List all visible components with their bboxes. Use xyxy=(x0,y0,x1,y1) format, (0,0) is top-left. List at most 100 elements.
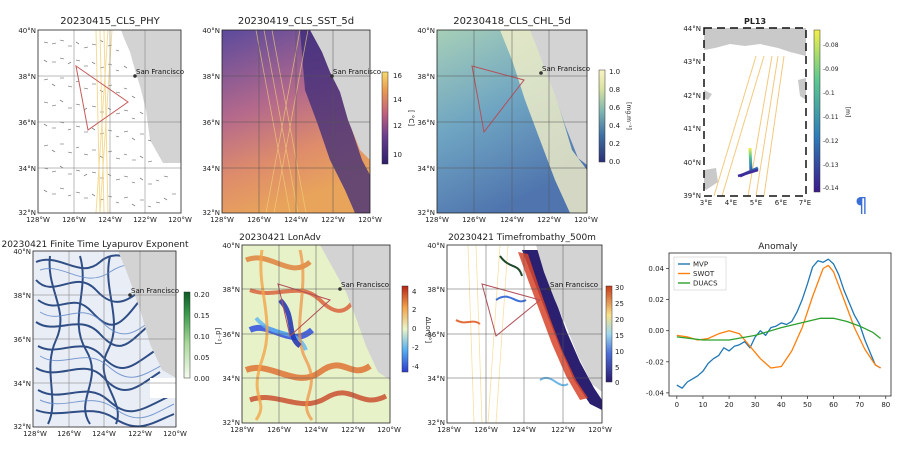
land-mask xyxy=(530,30,587,165)
lat-tick-labels: 40°N 38°N 36°N 34°N 32°N xyxy=(18,27,36,217)
svg-text:38°N: 38°N xyxy=(417,73,435,81)
svg-text:32°N: 32°N xyxy=(222,419,240,427)
svg-text:124°W: 124°W xyxy=(500,216,524,224)
colorbar xyxy=(598,69,606,163)
ftle-ridges xyxy=(35,254,175,428)
svg-text:126°W: 126°W xyxy=(247,216,271,224)
city-label: San Francisco xyxy=(550,281,598,289)
colorbar-ticks: 30 25 20 15 10 5 0 xyxy=(615,284,624,387)
island-sardinia xyxy=(704,168,718,190)
panel-title: 20230419_CLS_SST_5d xyxy=(238,16,354,27)
svg-text:122°W: 122°W xyxy=(537,216,561,224)
svg-text:-0.13: -0.13 xyxy=(823,162,839,169)
panel-title: 20230421 Timefrombathy_500m xyxy=(448,233,596,243)
svg-text:126°W: 126°W xyxy=(57,430,81,438)
svg-text:126°W: 126°W xyxy=(462,216,486,224)
city-label: San Francisco xyxy=(341,281,389,289)
svg-text:120°W: 120°W xyxy=(588,426,612,434)
svg-text:0.4: 0.4 xyxy=(609,122,621,130)
svg-text:124°W: 124°W xyxy=(92,430,116,438)
svg-text:15: 15 xyxy=(615,332,624,340)
lon-tick-labels: 128°W 126°W 124°W 122°W 120°W xyxy=(437,426,612,434)
svg-text:32°N: 32°N xyxy=(202,209,220,217)
series-line-mvp xyxy=(676,258,881,389)
lat-tick-labels: 40°N 38°N 36°N 34°N 32°N xyxy=(13,248,31,431)
svg-text:10: 10 xyxy=(393,151,402,159)
svg-text:34°N: 34°N xyxy=(18,165,36,173)
lon-tick-labels: 128°W 126°W 124°W 122°W 120°W xyxy=(26,216,192,224)
svg-text:122°W: 122°W xyxy=(133,216,157,224)
svg-text:122°W: 122°W xyxy=(321,216,345,224)
svg-text:128°W: 128°W xyxy=(26,216,50,224)
svg-text:0.2: 0.2 xyxy=(609,140,620,148)
map-frame xyxy=(446,244,603,424)
svg-text:-0.1: -0.1 xyxy=(823,90,835,97)
plot-frame xyxy=(668,252,892,397)
chart-ticks: 0 10 20 30 40 50 60 70 80 -0.04 -0.02 0.00 0.02 0.04 xyxy=(646,265,890,409)
svg-text:20: 20 xyxy=(615,316,624,324)
svg-text:40°N: 40°N xyxy=(13,248,31,256)
map-grid xyxy=(33,251,176,427)
svg-text:0.15: 0.15 xyxy=(194,312,210,320)
land-mask xyxy=(704,28,806,56)
svg-text:44°N: 44°N xyxy=(683,25,701,33)
x-tick-label: 40 xyxy=(777,401,786,409)
lat-tick-labels: 40°N 38°N 36°N 34°N 32°N xyxy=(222,242,240,427)
svg-text:34°N: 34°N xyxy=(202,165,220,173)
svg-text:38°N: 38°N xyxy=(427,286,445,294)
colorbar-label: [ °C] xyxy=(407,110,415,126)
svg-text:42°N: 42°N xyxy=(683,92,701,100)
svg-text:0.00: 0.00 xyxy=(194,375,210,383)
panel-title: 20230421 Finite Time Lyapurov Exponent xyxy=(1,240,189,250)
svg-text:0.0: 0.0 xyxy=(609,158,620,166)
x-tick-label: 50 xyxy=(803,401,812,409)
panel-title: 20230415_CLS_PHY xyxy=(60,16,160,27)
lon-tick-labels: 128°W 126°W 124°W 122°W 120°W xyxy=(230,426,401,434)
panel-title: PL13 xyxy=(744,17,766,26)
svg-text:14: 14 xyxy=(393,96,402,104)
map-grid xyxy=(242,245,390,423)
svg-text:34°N: 34°N xyxy=(427,375,445,383)
series-line-swot xyxy=(676,264,881,369)
lon-tick-labels: 128°W 126°W 124°W 122°W 120°W xyxy=(210,216,382,224)
survey-polygon xyxy=(471,65,525,134)
lon-tick-labels: 128°W 126°W 124°W 122°W 120°W xyxy=(425,216,598,224)
svg-text:128°W: 128°W xyxy=(23,430,47,438)
svg-text:124°W: 124°W xyxy=(98,216,122,224)
svg-text:4: 4 xyxy=(412,288,417,296)
svg-text:36°N: 36°N xyxy=(13,336,31,344)
x-tick-label: 80 xyxy=(881,401,890,409)
svg-text:128°W: 128°W xyxy=(230,426,254,434)
island-corsica xyxy=(798,78,806,100)
x-tick-label: 10 xyxy=(698,401,707,409)
svg-text:-0.12: -0.12 xyxy=(823,138,839,145)
svg-text:40°N: 40°N xyxy=(222,242,240,250)
svg-text:0.8: 0.8 xyxy=(609,86,620,94)
pilcrow-mark: ¶ xyxy=(855,193,868,217)
land-mask xyxy=(121,30,181,163)
svg-text:128°W: 128°W xyxy=(210,216,234,224)
svg-text:40°N: 40°N xyxy=(18,27,36,35)
svg-text:-2: -2 xyxy=(412,344,419,352)
colorbar xyxy=(813,29,821,193)
svg-text:128°W: 128°W xyxy=(425,216,449,224)
y-tick-label: -0.04 xyxy=(646,389,665,397)
legend-label-mvp: MVP xyxy=(693,261,708,269)
lat-tick-labels: 44°N 43°N 42°N 41°N 40°N 39°N xyxy=(683,25,701,200)
colorbar-ticks: 16 14 12 10 xyxy=(393,72,402,159)
map-frame xyxy=(32,250,177,428)
svg-text:40°N: 40°N xyxy=(683,159,701,167)
svg-text:122°W: 122°W xyxy=(128,430,152,438)
svg-text:126°W: 126°W xyxy=(62,216,86,224)
map-frame xyxy=(436,29,588,214)
panel-title: 20230421 LonAdv xyxy=(239,233,321,243)
panel-ftle: 20230421 Finite Time Lyapurov Exponent xyxy=(1,240,222,438)
svg-text:124°W: 124°W xyxy=(304,426,328,434)
map-grid xyxy=(447,245,602,423)
colorbar xyxy=(605,285,613,383)
x-tick-label: 0 xyxy=(675,401,679,409)
svg-text:126°W: 126°W xyxy=(474,426,498,434)
svg-text:7°E: 7°E xyxy=(799,199,811,207)
colorbar-ticks: 0.20 0.15 0.10 0.05 0.00 xyxy=(194,291,210,383)
